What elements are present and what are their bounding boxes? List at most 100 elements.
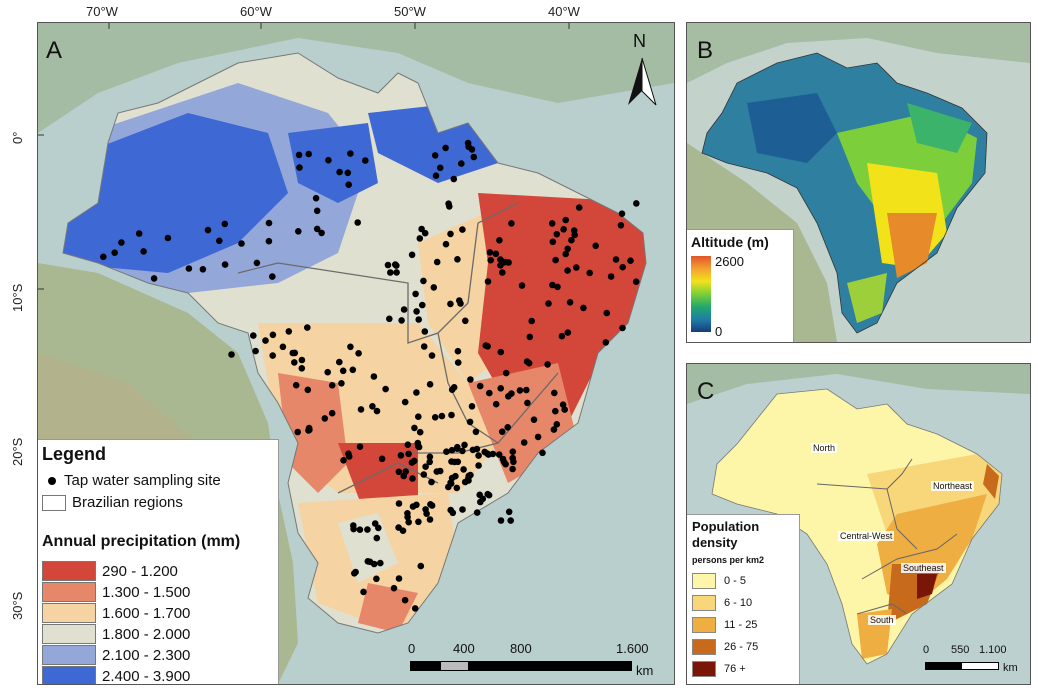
sampling-site-dot — [618, 210, 626, 217]
sampling-site-dot — [632, 278, 640, 285]
left-tick-30s: 30°S — [10, 591, 25, 620]
sampling-site-dot — [516, 387, 524, 394]
sampling-site-dot — [404, 441, 412, 449]
sampling-site-dot — [550, 426, 558, 433]
sampling-site-dot — [586, 269, 593, 277]
sampling-site-dot — [484, 278, 492, 285]
population-class-row: 6 - 10 — [692, 595, 752, 611]
sampling-site-dot — [415, 518, 422, 526]
sampling-site-dot — [305, 424, 313, 432]
sampling-site-dot — [448, 446, 456, 454]
sampling-site-dot — [470, 153, 478, 161]
sampling-site-dot — [617, 222, 625, 229]
sampling-site-dot — [505, 508, 513, 516]
sampling-site-dot — [422, 506, 429, 513]
sampling-site-dot — [466, 418, 474, 426]
sampling-site-dot — [355, 350, 362, 357]
scale-label: 1.600 — [616, 641, 649, 656]
sampling-site-dot — [575, 204, 583, 211]
sampling-site-dot — [312, 194, 320, 202]
sampling-site-dot — [559, 401, 567, 409]
sampling-site-dot — [397, 452, 405, 459]
sampling-site-dot — [433, 468, 441, 475]
sampling-site-dot — [446, 203, 453, 210]
sampling-site-dot — [451, 458, 458, 466]
sampling-site-dot — [392, 261, 399, 268]
sampling-site-dot — [426, 381, 434, 388]
sampling-site-dot — [364, 526, 371, 533]
sampling-site-dot — [265, 219, 273, 227]
sampling-site-dot — [464, 139, 472, 147]
sampling-site-dot — [364, 558, 372, 565]
sampling-site-dot — [627, 257, 634, 264]
sampling-site-dot — [462, 317, 469, 325]
sampling-site-dot — [568, 236, 575, 244]
sampling-site-dot — [269, 352, 276, 359]
altitude-legend-title: Altitude (m) — [691, 234, 769, 250]
sampling-site-dot — [426, 458, 434, 466]
sampling-site-dot — [486, 249, 494, 256]
sampling-site-dot — [454, 256, 461, 263]
sampling-site-dot — [416, 428, 424, 436]
sampling-site-dot — [140, 248, 147, 255]
sampling-site-dot — [265, 237, 273, 245]
sampling-site-dot — [340, 457, 347, 464]
sampling-site-dot — [459, 226, 466, 233]
sampling-site-dot — [475, 462, 482, 469]
sampling-site-dot — [461, 441, 468, 449]
precip-title: Annual precipitation (mm) — [42, 533, 241, 550]
precip-swatch — [42, 624, 96, 644]
sampling-site-dot — [279, 343, 287, 351]
sampling-site-dot — [347, 150, 354, 157]
sampling-site-dot — [386, 315, 393, 323]
sampling-site-dot — [419, 301, 426, 309]
sampling-site-dot — [321, 415, 329, 422]
sampling-site-dot — [449, 509, 457, 517]
sampling-site-dot — [460, 466, 467, 473]
sampling-site-dot — [492, 250, 500, 258]
sampling-site-dot — [564, 267, 571, 274]
sampling-site-dot — [384, 261, 392, 269]
sampling-site-dot — [564, 329, 572, 336]
sampling-site-dot — [481, 448, 489, 456]
sampling-site-dot — [373, 575, 380, 583]
sampling-site-dot — [401, 596, 409, 604]
sampling-site-dot — [250, 332, 257, 339]
sampling-site-dot — [468, 146, 476, 153]
sampling-site-dot — [269, 331, 277, 339]
region-label-south: South — [868, 615, 896, 625]
sampling-site-dot — [150, 275, 158, 282]
top-tick-70w: 70°W — [86, 4, 118, 19]
sampling-site-dot — [430, 284, 438, 291]
precip-class-row: 1.300 - 1.500 — [42, 582, 190, 602]
sampling-site-dot — [458, 160, 465, 167]
legend-site-label: Tap water sampling site — [64, 472, 221, 489]
scale-label: 800 — [510, 641, 532, 656]
sampling-site-dot — [351, 570, 358, 577]
sampling-site-dot — [459, 447, 466, 455]
sampling-site-dot — [518, 282, 526, 289]
sampling-site-dot — [551, 389, 558, 397]
sampling-site-dot — [371, 520, 379, 527]
altitude-color-ramp — [691, 256, 711, 332]
scale-unit: km — [1003, 662, 1018, 674]
sampling-site-dot — [328, 382, 336, 389]
sampling-site-dot — [465, 477, 472, 484]
sampling-site-dot — [484, 343, 492, 350]
sampling-site-dot — [409, 503, 417, 510]
sampling-site-dot — [262, 337, 269, 344]
sampling-site-dot — [336, 168, 343, 176]
precip-class-row: 290 - 1.200 — [42, 561, 178, 581]
sampling-site-dot — [453, 484, 461, 492]
sampling-site-dot — [360, 588, 367, 596]
left-tick-0: 0° — [10, 131, 25, 144]
sampling-site-dot — [457, 300, 464, 307]
top-tick-50w: 50°W — [394, 4, 426, 19]
sampling-site-dot — [570, 227, 578, 234]
sampling-site-dot — [528, 317, 535, 325]
sampling-site-dot — [395, 524, 402, 531]
precip-class-row: 1.600 - 1.700 — [42, 603, 190, 623]
scale-bar-a: 0 400 800 1.600 km — [408, 641, 660, 681]
sampling-site-dot — [539, 449, 546, 457]
sampling-site-dot — [442, 144, 449, 152]
